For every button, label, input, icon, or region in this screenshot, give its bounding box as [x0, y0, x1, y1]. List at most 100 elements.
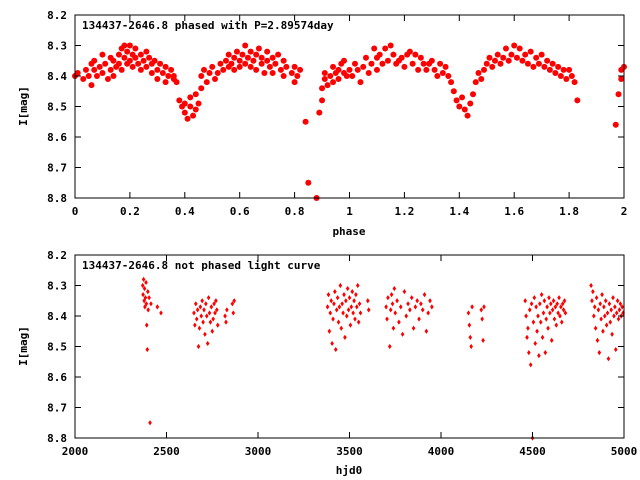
data-point	[330, 79, 337, 86]
data-point	[198, 73, 205, 79]
data-point	[434, 73, 441, 79]
data-point	[149, 301, 153, 307]
data-point	[121, 54, 128, 61]
data-point	[327, 73, 334, 79]
data-point	[404, 313, 409, 319]
data-point	[538, 51, 545, 58]
data-point	[291, 79, 298, 86]
y-tick-label: 8.2	[47, 249, 67, 262]
data-point	[391, 325, 396, 331]
y-tick-label: 8.3	[47, 40, 67, 53]
data-point	[420, 307, 425, 313]
data-point	[360, 63, 367, 70]
data-point	[406, 301, 410, 307]
data-point	[598, 301, 603, 307]
data-point	[445, 73, 452, 79]
data-point	[470, 91, 477, 98]
data-point	[358, 310, 363, 316]
data-point	[297, 66, 304, 73]
data-point	[481, 337, 485, 343]
data-point	[611, 295, 615, 301]
data-point	[544, 57, 551, 64]
data-point	[505, 57, 512, 64]
data-point	[555, 301, 560, 307]
data-point	[355, 304, 359, 310]
data-point	[502, 45, 509, 52]
data-point	[461, 106, 468, 113]
data-point	[137, 51, 144, 58]
y-tick-label: 8.6	[47, 131, 67, 144]
data-point	[80, 76, 87, 83]
data-point	[597, 350, 602, 356]
data-point	[415, 66, 422, 73]
data-point	[143, 63, 150, 70]
data-point	[571, 79, 578, 86]
data-point	[470, 304, 474, 310]
data-point	[592, 313, 596, 319]
data-point	[535, 60, 542, 67]
data-point	[430, 304, 434, 310]
data-point	[480, 316, 484, 322]
data-point	[280, 57, 287, 64]
data-point	[144, 322, 149, 328]
data-point	[516, 45, 523, 52]
data-point	[594, 295, 599, 301]
data-point	[193, 322, 197, 328]
data-point	[609, 307, 613, 313]
data-point	[356, 319, 361, 325]
data-point	[319, 97, 326, 104]
data-point	[208, 319, 213, 325]
data-point	[326, 292, 331, 298]
data-point	[413, 304, 418, 310]
data-point	[264, 48, 271, 55]
data-point	[141, 292, 145, 298]
data-point	[596, 307, 601, 313]
data-point	[592, 304, 597, 310]
data-point	[255, 45, 262, 52]
data-point	[129, 63, 136, 70]
data-point	[207, 310, 212, 316]
data-point	[74, 69, 81, 76]
data-point	[220, 66, 227, 73]
data-point	[215, 307, 219, 313]
data-point	[549, 301, 553, 307]
data-point	[321, 69, 328, 76]
data-point	[542, 298, 547, 304]
data-point	[206, 295, 211, 301]
data-point	[192, 310, 196, 316]
data-point	[590, 298, 594, 304]
data-point	[549, 337, 554, 343]
data-point	[563, 310, 568, 316]
data-point	[357, 79, 364, 86]
data-point	[600, 292, 604, 298]
data-point	[543, 350, 548, 356]
data-point	[88, 82, 95, 89]
data-point	[349, 73, 356, 79]
data-point	[511, 42, 518, 49]
data-point	[335, 295, 340, 301]
data-point	[486, 54, 493, 61]
data-point	[140, 282, 145, 289]
data-point	[472, 79, 479, 86]
data-point	[187, 94, 194, 101]
data-point	[366, 298, 370, 304]
data-point	[147, 295, 151, 301]
data-point	[154, 66, 161, 73]
data-point	[115, 51, 122, 58]
data-point	[195, 100, 202, 107]
data-point	[118, 66, 125, 73]
data-point	[272, 60, 279, 67]
data-point	[468, 334, 473, 340]
data-point	[541, 63, 548, 70]
data-point	[538, 301, 542, 307]
data-point	[341, 57, 348, 64]
data-point	[528, 362, 533, 368]
data-point	[199, 313, 204, 319]
data-point	[559, 304, 563, 310]
data-point	[173, 79, 180, 86]
data-point	[412, 51, 419, 58]
data-point	[558, 313, 562, 319]
data-point	[225, 307, 229, 313]
data-point	[333, 289, 337, 295]
data-point	[334, 307, 339, 313]
